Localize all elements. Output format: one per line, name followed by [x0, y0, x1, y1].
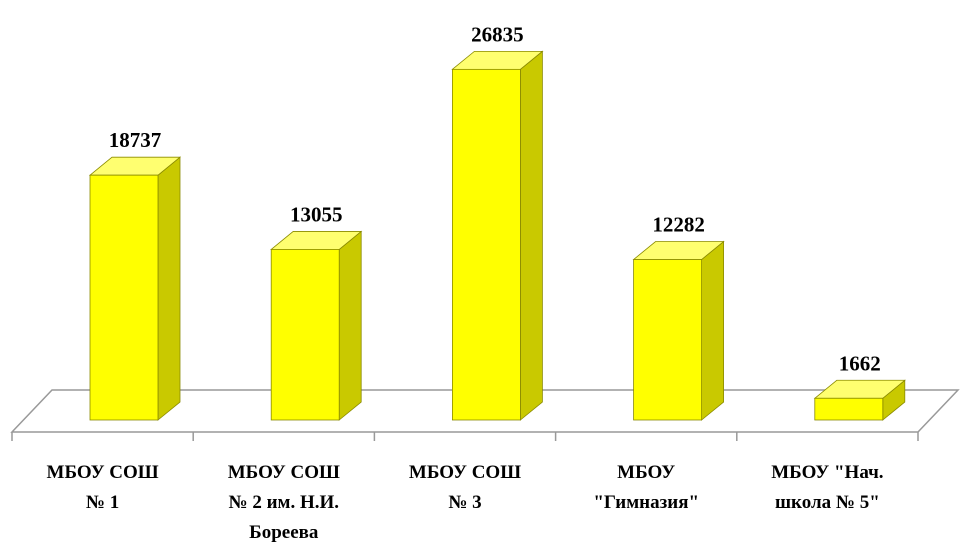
- value-label: 13055: [290, 202, 343, 226]
- bar-side: [338, 230, 362, 421]
- bar-side: [157, 156, 181, 421]
- x-tick-label: "Гимназия": [593, 492, 699, 513]
- x-tick-label: МБОУ "Нач.: [771, 462, 883, 483]
- bar: [89, 174, 159, 421]
- x-tick-label: школа № 5": [775, 492, 880, 513]
- x-tick-label: Бореева: [249, 522, 319, 543]
- x-tick-label: МБОУ СОШ: [409, 462, 521, 483]
- bar-side: [520, 50, 543, 421]
- value-label: 18737: [109, 128, 162, 152]
- bar-side: [701, 240, 724, 421]
- x-tick-label: № 2 им. Н.И.: [229, 492, 340, 513]
- value-label: 12282: [652, 213, 705, 237]
- value-label: 26835: [471, 22, 524, 46]
- x-tick-label: МБОУ СОШ: [228, 462, 340, 483]
- x-tick-label: № 1: [86, 492, 119, 513]
- bar: [270, 249, 340, 421]
- x-tick-label: МБОУ СОШ: [47, 462, 159, 483]
- bar: [451, 68, 521, 421]
- bar: [633, 259, 702, 421]
- bar: [814, 397, 884, 421]
- value-label: 1662: [839, 351, 881, 375]
- x-tick-label: МБОУ: [617, 462, 675, 483]
- x-tick-label: № 3: [448, 492, 481, 513]
